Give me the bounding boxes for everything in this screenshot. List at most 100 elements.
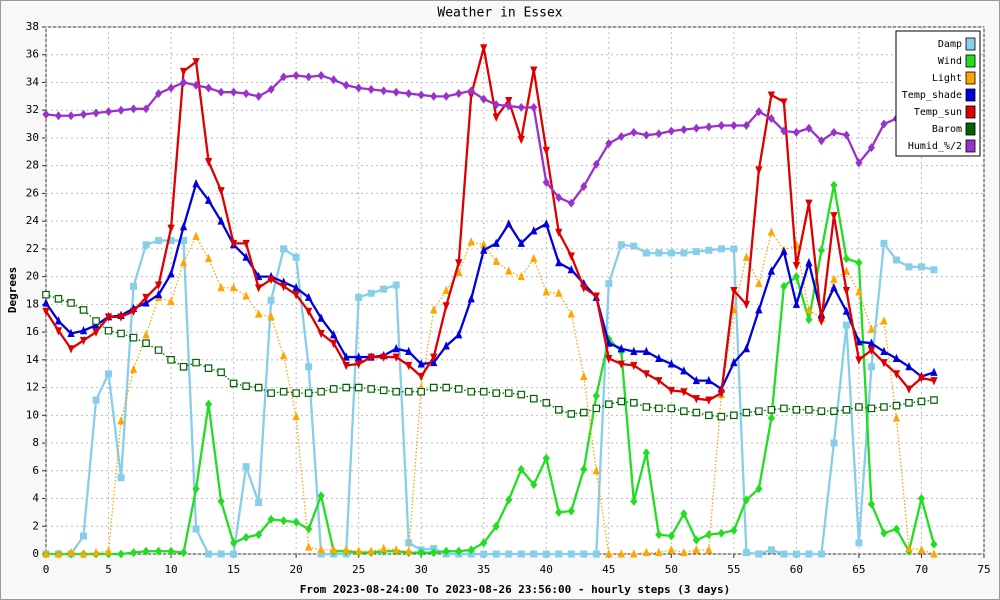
x-tick-label: 15 [227, 563, 240, 576]
y-tick-label: 4 [32, 492, 39, 505]
data-point [129, 307, 138, 317]
data-point [655, 353, 663, 362]
legend-label: Wind [938, 56, 962, 67]
legend-swatch [965, 139, 976, 153]
data-point [442, 383, 451, 392]
data-point [179, 548, 188, 558]
data-point [104, 313, 113, 322]
y-tick-label: 24 [26, 214, 40, 227]
data-point [267, 296, 275, 304]
data-point [830, 127, 838, 137]
data-point [580, 464, 588, 474]
data-point [179, 67, 188, 77]
data-point [717, 528, 725, 538]
data-point [567, 264, 575, 274]
data-point [505, 219, 513, 228]
data-point [905, 385, 913, 394]
data-point [605, 280, 613, 288]
data-point [617, 241, 625, 249]
data-point [842, 130, 851, 140]
data-point [780, 550, 788, 558]
data-point [54, 327, 63, 336]
data-point [242, 239, 250, 249]
data-point [492, 113, 500, 122]
data-point [292, 253, 300, 261]
y-tick-label: 20 [26, 270, 39, 283]
data-point [655, 404, 663, 413]
data-point [492, 521, 500, 531]
data-point [542, 177, 550, 187]
data-point [317, 491, 325, 501]
data-point [217, 187, 225, 196]
y-tick-label: 38 [26, 20, 39, 33]
data-point [454, 385, 463, 393]
data-point [630, 361, 638, 371]
data-point [892, 353, 901, 362]
data-point [430, 548, 438, 558]
data-point [630, 242, 638, 250]
data-point [555, 507, 563, 517]
data-point [930, 539, 938, 549]
data-point [805, 405, 813, 414]
data-point [242, 532, 250, 542]
data-point [467, 294, 475, 303]
data-point [380, 285, 388, 293]
data-point [467, 86, 475, 96]
data-point [179, 362, 188, 371]
data-point [855, 258, 863, 268]
data-point [154, 546, 163, 556]
x-tick-label: 20 [290, 563, 303, 576]
data-point [505, 550, 513, 558]
data-point [367, 289, 375, 297]
data-point [680, 509, 688, 519]
data-point [742, 408, 751, 417]
y-tick-label: 8 [32, 436, 39, 449]
data-point [154, 89, 163, 99]
y-tick-label: 34 [26, 75, 40, 88]
data-point [404, 387, 413, 396]
data-point [667, 404, 676, 413]
data-point [930, 367, 938, 376]
data-point [742, 549, 750, 557]
x-axis-label: From 2023-08-24:00 To 2023-08-26 23:56:0… [300, 583, 730, 596]
data-point [705, 545, 713, 554]
data-point [542, 287, 550, 296]
data-point [630, 496, 638, 506]
data-point [405, 346, 413, 356]
data-point [467, 237, 475, 246]
data-point [54, 111, 63, 121]
data-point [642, 547, 650, 557]
data-point [42, 307, 50, 317]
data-point [142, 241, 150, 249]
data-point [392, 344, 400, 353]
data-point [892, 413, 901, 422]
data-point [580, 371, 588, 380]
data-point [642, 130, 650, 140]
data-point [367, 385, 375, 393]
data-point [717, 412, 726, 421]
x-tick-label: 40 [540, 563, 553, 576]
data-point [417, 359, 425, 368]
data-point [417, 387, 425, 396]
data-point [417, 90, 425, 100]
data-point [104, 546, 113, 555]
data-point [830, 282, 838, 292]
data-point [242, 291, 250, 300]
data-point [730, 245, 738, 253]
data-point [730, 357, 738, 367]
data-point [605, 354, 613, 364]
data-point [680, 125, 688, 135]
data-point [304, 389, 313, 397]
data-point [792, 550, 800, 558]
data-point [167, 546, 175, 556]
data-point [817, 136, 825, 146]
data-point [680, 547, 688, 557]
data-point [817, 317, 826, 326]
data-point [267, 84, 275, 94]
data-point [442, 285, 450, 294]
data-point [917, 494, 926, 504]
data-point [192, 58, 200, 67]
data-point [730, 525, 738, 535]
data-point [530, 66, 538, 75]
